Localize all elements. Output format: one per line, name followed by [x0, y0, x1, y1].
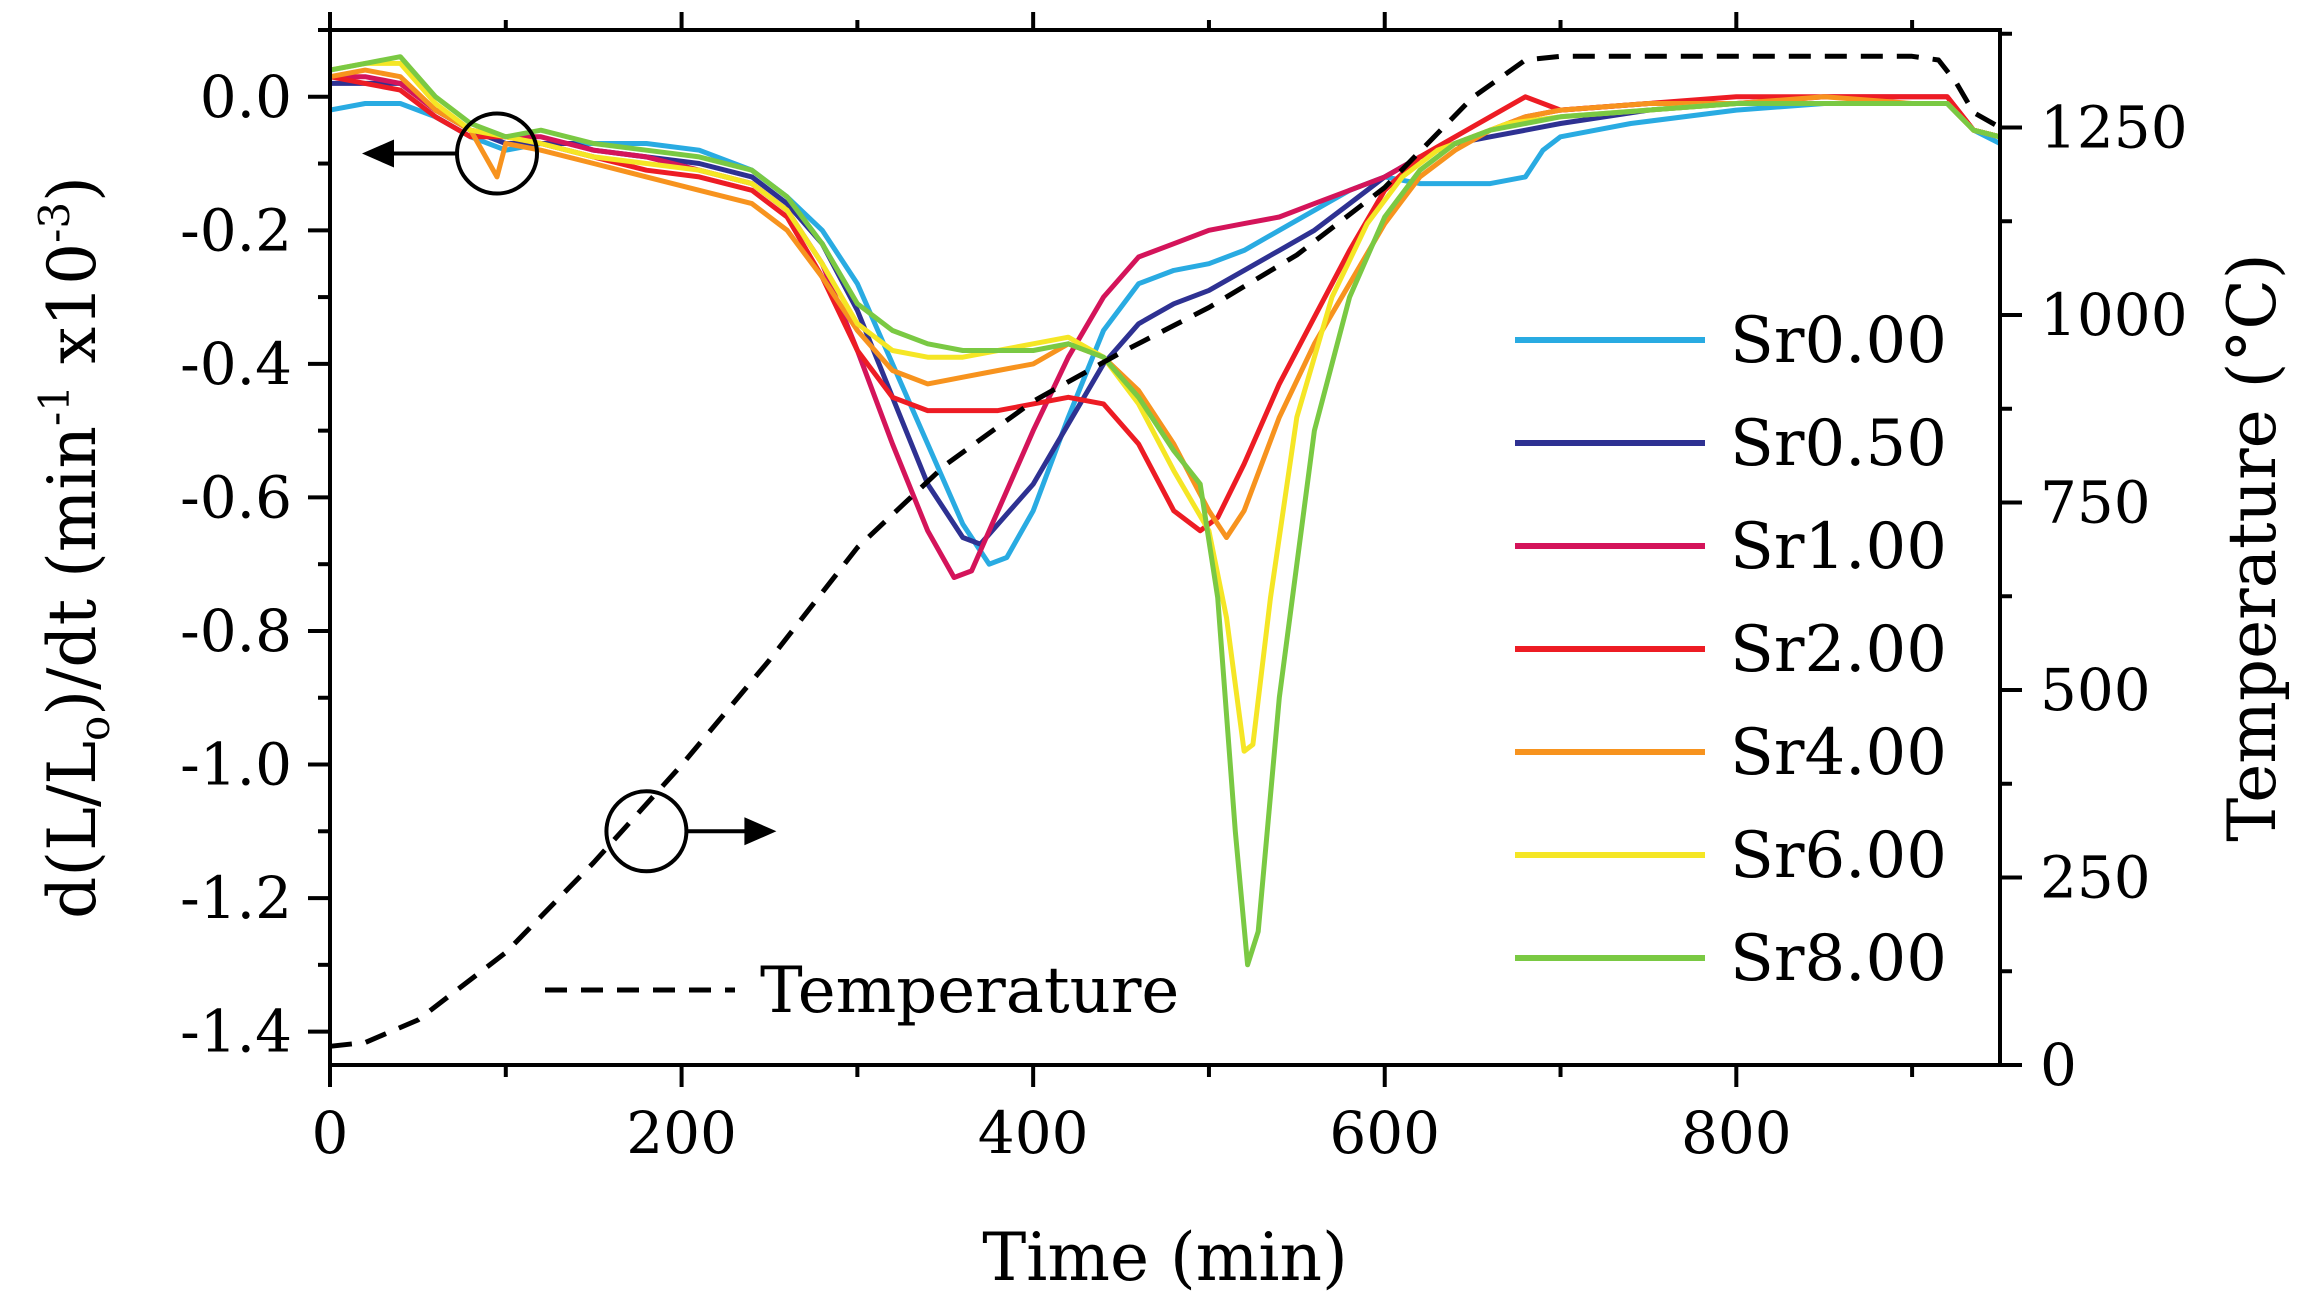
legend-label-temperature: Temperature — [760, 954, 1179, 1028]
annotation-arrowhead — [362, 139, 394, 168]
y-left-tick-label: -1.2 — [180, 864, 292, 932]
x-tick-label: 600 — [1329, 1099, 1440, 1167]
legend: Sr0.00 Sr0.50 Sr1.00 Sr2.00 Sr4.00 Sr6.00 Sr8.… — [545, 304, 1947, 1028]
y-left-tick-label: -0.8 — [180, 597, 292, 665]
series-line-sr8-00 — [329, 54, 2001, 968]
y-right-axis-title: Temperature (°C) — [2214, 253, 2291, 841]
y-left-tick-label: -0.4 — [180, 330, 292, 398]
legend-label: Sr8.00 — [1730, 922, 1947, 996]
y-left-tick-label: -1.0 — [180, 731, 292, 799]
y-right-tick-label: 250 — [2040, 844, 2151, 912]
y-left-title-sup: -3 — [30, 202, 79, 243]
x-axis-title: Time (min) — [982, 1219, 1347, 1296]
y-left-tick-label: 0.0 — [200, 63, 292, 131]
y-right-tick-label: 0 — [2040, 1031, 2077, 1099]
y-left-title-sub: o — [70, 716, 119, 741]
y-left-axis-title: d(L/Lo)/dt (min-1 x10-3) — [30, 176, 119, 919]
y-left-title-part: ) — [34, 176, 111, 202]
legend-label: Sr4.00 — [1730, 716, 1947, 790]
y-right-tick-label: 750 — [2040, 469, 2151, 537]
x-tick-label: 200 — [626, 1099, 737, 1167]
y-right-tick-label: 1250 — [2040, 94, 2188, 162]
x-tick-label: 400 — [978, 1099, 1089, 1167]
y-left-tick-label: -1.4 — [180, 998, 292, 1066]
annotation-arrowhead — [744, 817, 777, 846]
series-line-temperature — [329, 53, 2002, 1049]
y-left-title-part: )/dt (min — [34, 426, 111, 716]
y-left-tick-label: -0.2 — [180, 196, 292, 264]
series-layer — [329, 53, 2002, 1049]
axes-layer: 0 200 400 600 800 0.0 -0.2 -0.4 -0.6 -0.8 -1.0 -1.2… — [180, 12, 2188, 1167]
y-left-title-part: x10 — [34, 243, 111, 385]
legend-label: Sr1.00 — [1730, 510, 1947, 584]
plot-frame — [328, 28, 2002, 1067]
annotation-circle — [455, 111, 539, 196]
x-tick-label: 800 — [1681, 1099, 1792, 1167]
annotation-layer — [362, 111, 777, 874]
y-left-title-part: d(L/L — [34, 741, 111, 919]
y-left-tick-label: -0.6 — [180, 463, 292, 531]
legend-label: Sr0.00 — [1730, 304, 1947, 378]
y-right-tick-label: 1000 — [2040, 281, 2188, 349]
legend-label: Sr2.00 — [1730, 613, 1947, 687]
legend-label: Sr0.50 — [1730, 407, 1947, 481]
legend-label: Sr6.00 — [1730, 819, 1947, 893]
y-left-title-sup: -1 — [30, 385, 79, 426]
x-tick-label: 0 — [312, 1099, 349, 1167]
y-right-tick-label: 500 — [2040, 656, 2151, 724]
